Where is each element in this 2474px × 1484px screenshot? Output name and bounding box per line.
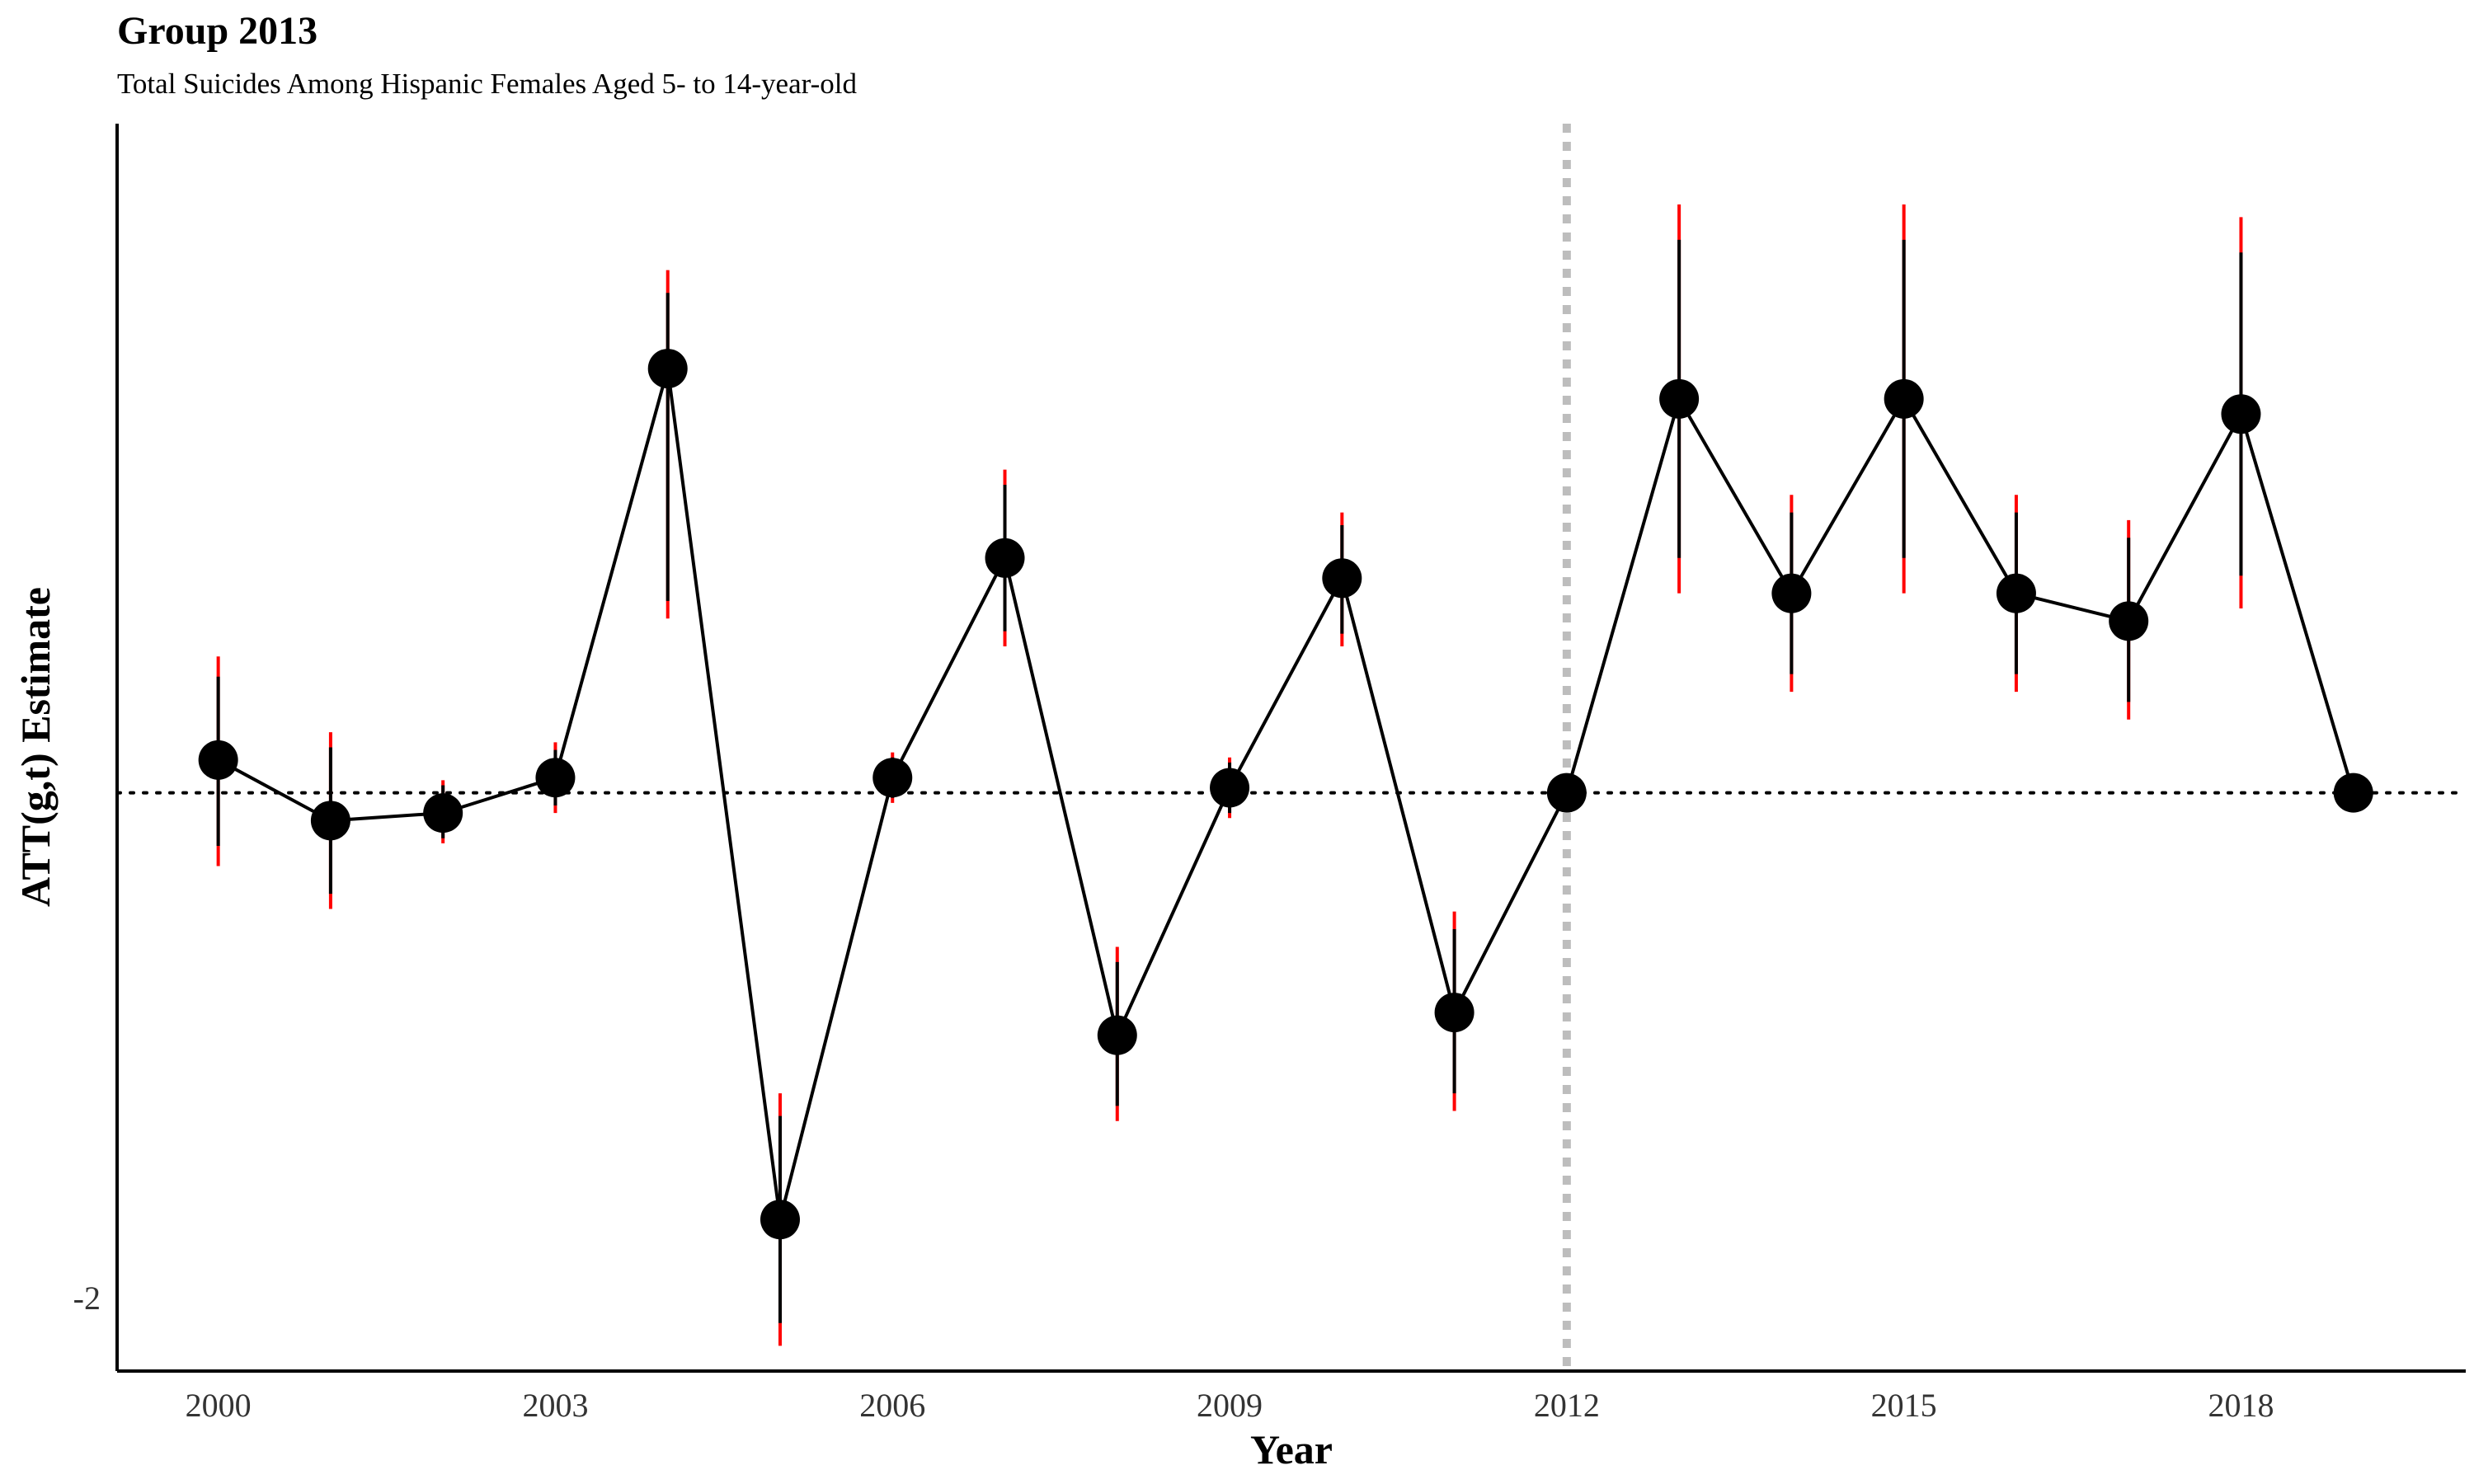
data-point xyxy=(1546,773,1587,813)
x-tick-label: 2018 xyxy=(2208,1387,2274,1424)
data-point xyxy=(1771,573,1812,613)
data-point xyxy=(535,758,576,798)
x-tick-label: 2012 xyxy=(1534,1387,1600,1424)
x-axis-title: Year xyxy=(1250,1426,1333,1472)
x-tick-label: 2009 xyxy=(1197,1387,1263,1424)
data-point xyxy=(1884,378,1924,419)
data-point xyxy=(760,1200,800,1240)
x-tick-label: 2000 xyxy=(186,1387,252,1424)
axes xyxy=(115,124,2466,1373)
data-point xyxy=(1210,768,1250,808)
x-tick-label: 2015 xyxy=(1871,1387,1937,1424)
y-tick-label: -2 xyxy=(73,1280,101,1317)
chart-subtitle: Total Suicides Among Hispanic Females Ag… xyxy=(117,68,857,100)
data-point xyxy=(2333,773,2373,813)
chart-title: Group 2013 xyxy=(117,9,318,53)
data-point xyxy=(2109,601,2149,641)
data-point xyxy=(423,793,463,834)
data-point xyxy=(1996,573,2036,613)
data-point xyxy=(2221,394,2261,434)
series-line xyxy=(217,367,2355,1222)
data-point xyxy=(1434,993,1475,1033)
data-point xyxy=(310,801,350,841)
x-tick-labels: 2000 2003 2006 2009 2012 2015 2018 xyxy=(186,1387,2274,1424)
reference-lines xyxy=(115,124,2467,1371)
series-line-group xyxy=(217,367,2355,1222)
x-tick-label: 2006 xyxy=(859,1387,925,1424)
data-point xyxy=(198,740,238,780)
data-point xyxy=(1097,1015,1137,1055)
data-point xyxy=(1322,558,1362,599)
y-axis-title: ATT(g,t) Estimate xyxy=(12,587,59,907)
data-points xyxy=(198,349,2373,1240)
data-point xyxy=(1659,378,1700,419)
data-point xyxy=(985,538,1025,578)
data-point xyxy=(647,349,688,389)
data-point xyxy=(872,758,913,798)
x-tick-label: 2003 xyxy=(522,1387,588,1424)
y-tick-labels: -2 xyxy=(73,1280,101,1317)
